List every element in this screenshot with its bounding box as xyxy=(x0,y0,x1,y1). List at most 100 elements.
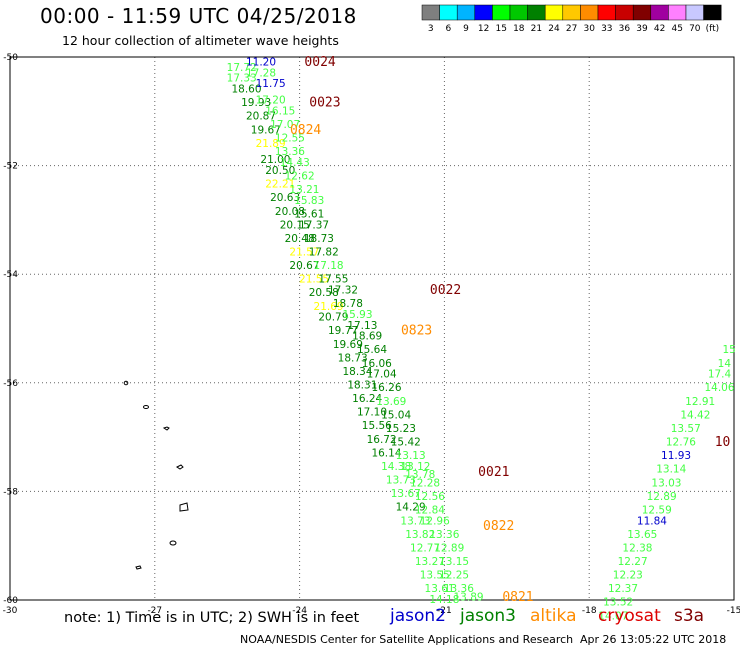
wave-height-point: 21.55 xyxy=(299,274,329,286)
wave-height-point: 14.07 xyxy=(598,610,628,622)
generated-timestamp: Apr 26 13:05:22 UTC 2018 xyxy=(580,633,727,646)
colorbar-swatch xyxy=(703,4,722,21)
wave-height-point: 20.15 xyxy=(280,219,310,231)
colorbar-swatch xyxy=(492,4,511,21)
wave-height-point: 12.27 xyxy=(618,556,648,568)
wave-height-point: 21.89 xyxy=(256,138,286,150)
wave-height-point: 12.76 xyxy=(666,437,696,449)
wave-height-point: 16.72 xyxy=(367,434,397,446)
wave-height-point: 13.69 xyxy=(376,396,406,408)
island xyxy=(143,405,149,409)
wave-height-point: 12.89 xyxy=(434,542,464,554)
wave-height-point: 17.72 xyxy=(227,62,257,74)
y-tick-label: -56 xyxy=(3,379,18,389)
wave-height-point: 13.73 xyxy=(386,475,416,487)
wave-height-point: 12.28 xyxy=(410,477,440,489)
wave-height-point: 20.58 xyxy=(309,287,339,299)
island-outlines xyxy=(123,380,189,570)
island xyxy=(176,464,184,470)
legend-jason2: jason2 xyxy=(390,606,446,626)
wave-height-point: 12.25 xyxy=(439,570,469,582)
wave-height-point: 16.26 xyxy=(371,382,401,394)
wave-height-point: 20.08 xyxy=(275,206,305,218)
colorbar-swatch xyxy=(562,4,581,21)
colorbar-label: 3 xyxy=(428,24,434,34)
plot-frame xyxy=(9,56,735,601)
wave-height-point: 15.83 xyxy=(294,195,324,207)
chart-subtitle: 12 hour collection of altimeter wave hei… xyxy=(62,33,339,48)
wave-height-point: 17.82 xyxy=(309,246,339,258)
wave-height-point: 19.69 xyxy=(333,339,363,351)
wave-height-point: 21.57 xyxy=(289,246,319,258)
wave-height-point: 22.21 xyxy=(265,179,295,191)
colorbar-swatch xyxy=(580,4,599,21)
pass-time-label: 0024 xyxy=(304,55,335,70)
wave-height-point: 13.61 xyxy=(425,583,455,595)
wave-height-point: 12.37 xyxy=(608,583,638,595)
wave-height-point: 13.15 xyxy=(439,556,469,568)
y-tick-label: -54 xyxy=(3,270,18,280)
wave-height-point: 11.84 xyxy=(637,515,667,527)
colorbar-swatch xyxy=(544,4,564,21)
wave-height-point: 13.21 xyxy=(289,184,319,196)
wave-height-point: 12.62 xyxy=(285,170,315,182)
legend-s3a: s3a xyxy=(674,606,705,626)
footer: note: 1) Time is in UTC; 2) SWH is in fe… xyxy=(0,604,740,650)
wave-height-point: 12.77 xyxy=(410,542,440,554)
chart-title: 00:00 - 11:59 UTC 04/25/2018 xyxy=(40,4,357,28)
colorbar-swatch xyxy=(632,4,652,21)
colorbar-swatch xyxy=(527,4,546,21)
colorbar-swatch xyxy=(597,4,616,21)
wave-height-point: 17.4 xyxy=(708,369,732,381)
colorbar-swatch xyxy=(456,4,476,21)
wave-height-point: 12.84 xyxy=(415,504,445,516)
wave-height-point: 20.67 xyxy=(289,260,319,272)
wave-height-point: 11.20 xyxy=(246,56,276,68)
wave-height-point: 15.04 xyxy=(381,409,411,421)
wave-height-point: 13.27 xyxy=(415,556,445,568)
wave-height-point: 17.37 xyxy=(299,219,329,231)
wave-height-point: 12.56 xyxy=(415,491,445,503)
colorbar-label: 12 xyxy=(478,24,489,34)
time-labels: 0024 0023 0824 0022 0823 0021 0822 0821 10 xyxy=(290,55,730,605)
colorbar-swatch xyxy=(421,4,440,21)
wave-height-point: 17.55 xyxy=(318,274,348,286)
credit-text: NOAA/NESDIS Center for Satellite Applica… xyxy=(240,633,574,646)
y-tick-label: -52 xyxy=(3,162,18,172)
wave-height-point: 15.61 xyxy=(294,208,324,220)
wave-height-point: 13.78 xyxy=(405,469,435,481)
wave-height-point: 20.48 xyxy=(285,233,315,245)
colorbar-swatch xyxy=(439,4,458,21)
wave-height-point: 14.43 xyxy=(280,157,310,169)
wave-height-point: 17.07 xyxy=(270,119,300,131)
x-tick-label: -30 xyxy=(3,606,18,616)
wave-height-point: 17.32 xyxy=(328,284,358,296)
y-tick-label: -60 xyxy=(3,596,18,606)
wave-height-point: 18.78 xyxy=(333,298,363,310)
wave-height-point: 15.23 xyxy=(386,423,416,435)
colorbar-swatch xyxy=(509,4,528,21)
wave-height-point: 13.82 xyxy=(405,529,435,541)
colorbar-swatch xyxy=(474,4,493,21)
wave-height-point: 20.63 xyxy=(270,192,300,204)
wave-height-point: 19.93 xyxy=(241,97,271,109)
grid xyxy=(10,57,734,600)
colorbar-swatch xyxy=(668,4,687,21)
colorbar-label: 15 xyxy=(495,24,506,34)
wave-height-point: 13.55 xyxy=(420,570,450,582)
wave-height-point: 15.56 xyxy=(362,420,392,432)
wave-height-point: 17.13 xyxy=(347,320,377,332)
wave-height-point: 13.03 xyxy=(651,477,681,489)
wave-height-point: 16.06 xyxy=(362,358,392,370)
axes: -30 -27 -24 -21 -18 -15 -50 -52 -54 -56 -58 -60 xyxy=(3,53,740,616)
pass-time-label: 0022 xyxy=(430,283,461,298)
island xyxy=(123,380,129,386)
wave-height-point: 18.31 xyxy=(347,380,377,392)
x-tick-label: -24 xyxy=(292,606,307,616)
wave-height-point: 20.50 xyxy=(265,165,295,177)
wave-height-point: 17.18 xyxy=(314,260,344,272)
wave-height-point: 12.55 xyxy=(275,132,305,144)
